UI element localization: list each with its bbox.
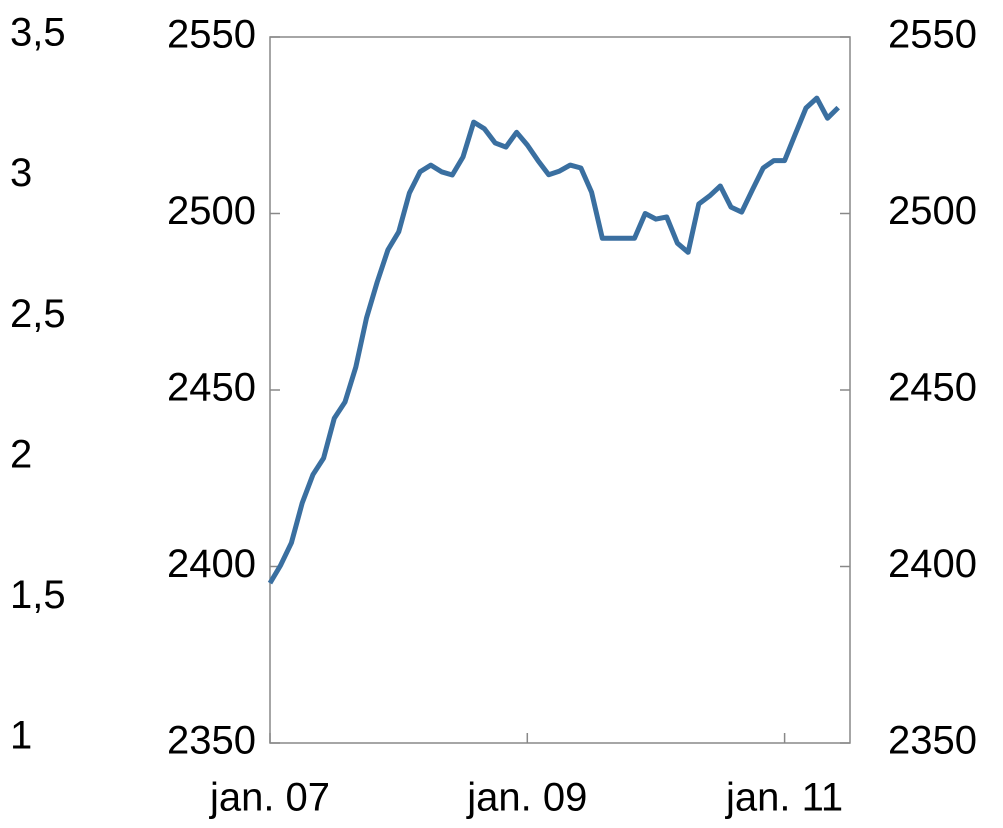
- y2-tick-label: 2500: [888, 189, 977, 233]
- y2-tick-label: 2350: [888, 719, 977, 763]
- y-tick-label: 2500: [167, 189, 256, 233]
- y3-tick-label: 3: [10, 151, 32, 195]
- y3-tick-label: 2,5: [10, 292, 66, 336]
- y3-tick-label: 1: [10, 714, 32, 758]
- y3-tick-label: 3,5: [10, 11, 66, 55]
- y2-tick-label: 2550: [888, 13, 977, 57]
- plot-frame: [269, 36, 851, 744]
- y2-tick-label: 2400: [888, 542, 977, 586]
- y-tick-label: 2350: [167, 719, 256, 763]
- y3-tick-label: 1,5: [10, 573, 66, 617]
- data-line: [267, 95, 840, 585]
- x-tick-label: jan. 09: [466, 776, 587, 820]
- y-tick-label: 2550: [167, 13, 256, 57]
- y2-tick-label: 2450: [888, 366, 977, 410]
- x-tick-label: jan. 07: [209, 776, 330, 820]
- x-tick-label: jan. 11: [725, 776, 843, 820]
- y-tick-label: 2400: [167, 542, 256, 586]
- y3-tick-label: 2: [10, 432, 32, 476]
- y-tick-label: 2450: [167, 366, 256, 410]
